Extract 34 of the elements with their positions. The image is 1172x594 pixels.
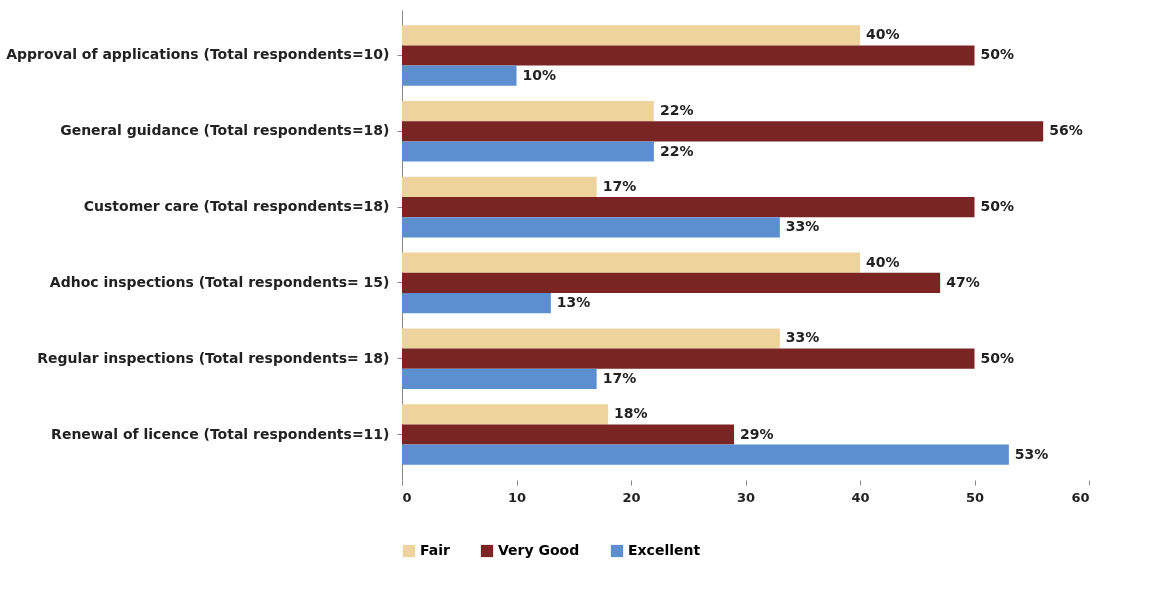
data-label: 56%	[1049, 122, 1083, 139]
y-tick-label: Adhoc inspections (Total respondents= 15)	[49, 273, 390, 290]
y-tick-label: Regular inspections (Total respondents= 18)	[37, 349, 390, 366]
y-tick-label: Renewal of licence (Total respondents=11)	[51, 425, 390, 442]
legend-label: Very Good	[498, 542, 580, 558]
x-tick-label: 50	[965, 489, 985, 505]
x-tick-label: 40	[851, 489, 870, 505]
data-label: 33%	[785, 329, 820, 346]
data-label: 50%	[980, 46, 1015, 63]
data-label: 17%	[602, 369, 637, 386]
legend-label: Excellent	[628, 542, 701, 558]
x-tick-label: 30	[736, 489, 756, 505]
data-label: 47%	[946, 273, 980, 290]
x-tick-label: 0	[402, 489, 412, 505]
legend-label: Fair	[420, 542, 450, 558]
y-tick-label: General guidance (Total respondents=18)	[60, 122, 390, 139]
x-tick-label: 20	[622, 489, 641, 505]
data-label: 17%	[602, 177, 637, 194]
data-label: 40%	[866, 253, 900, 270]
data-label: 22%	[659, 142, 694, 159]
data-label: 50%	[980, 349, 1015, 366]
y-tick-label: Approval of applications (Total respondents=10)	[6, 46, 390, 63]
data-label: 40%	[866, 26, 900, 43]
data-label: 13%	[556, 294, 591, 311]
data-label: 22%	[659, 102, 694, 119]
data-label: 33%	[785, 218, 820, 235]
x-tick-label: 60	[1071, 489, 1090, 505]
y-tick-label: Customer care (Total respondents=18)	[83, 198, 390, 215]
data-label: 29%	[740, 425, 774, 442]
data-label: 53%	[1014, 445, 1049, 462]
data-label: 50%	[980, 198, 1015, 215]
data-label: 10%	[522, 66, 557, 83]
data-label: 18%	[614, 405, 648, 422]
x-tick-label: 10	[507, 489, 527, 505]
